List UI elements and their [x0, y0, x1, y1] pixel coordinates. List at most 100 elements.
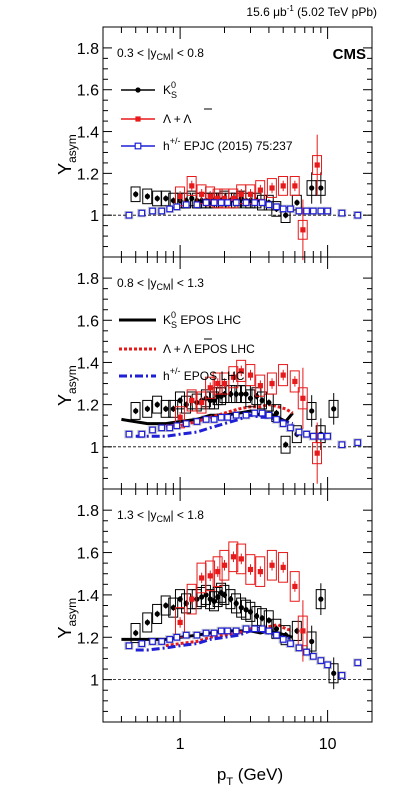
systematic-box	[245, 389, 256, 408]
y-tick-label: 1.8	[77, 41, 99, 58]
y-tick-label: 1	[90, 673, 99, 690]
hadron-marker	[193, 631, 201, 639]
y-axis-title-subscript: asym	[65, 134, 79, 163]
lambda-marker	[189, 596, 195, 602]
legend-label: h+/- EPJC (2015) 75:237	[163, 136, 293, 153]
hadron-marker	[279, 205, 287, 213]
systematic-box	[255, 556, 266, 587]
lambda-marker	[247, 372, 254, 378]
hadron-marker	[138, 640, 146, 648]
systematic-box	[196, 391, 207, 414]
kshort-marker	[228, 596, 234, 602]
kshort-marker	[318, 185, 324, 191]
hadron-marker	[295, 428, 303, 436]
rapidity-range-label: 1.3 < |yCM| < 1.8	[117, 508, 204, 524]
x-axis-title-unit: (GeV)	[233, 765, 283, 784]
y-tick-label: 1.6	[77, 83, 99, 100]
legend-label-main: Λ + Λ	[163, 112, 191, 126]
kshort-marker	[259, 615, 265, 621]
lambda-marker	[177, 414, 183, 420]
hadron-marker	[251, 199, 259, 207]
systematic-box	[186, 389, 197, 412]
systematic-box	[225, 589, 236, 610]
hadron-marker	[173, 203, 181, 211]
systematic-box	[205, 376, 216, 399]
x-axis-title: pT (GeV)	[217, 765, 283, 788]
luminosity-value: 15.6 μb	[246, 5, 287, 19]
lambda-marker	[247, 566, 254, 573]
legend-label-main: Λ + Λ	[163, 342, 191, 356]
rapidity-range-label: 0.8 < |yCM| < 1.3	[117, 276, 204, 292]
y-tick-label: 1	[90, 440, 99, 457]
hadron-marker	[202, 629, 210, 637]
systematic-box	[174, 589, 185, 610]
lambda-marker	[280, 372, 286, 378]
legend-label: Λ + Λ	[163, 112, 191, 126]
systematic-box	[130, 186, 141, 203]
legend-label-superscript: 0	[171, 310, 176, 320]
hadron-marker	[258, 199, 266, 207]
systematic-box	[208, 591, 219, 612]
hadron-marker	[232, 411, 240, 419]
legend-label-main: K	[163, 83, 171, 97]
rapidity-label-end: | < 0.8	[170, 46, 204, 60]
hadron-marker	[354, 439, 362, 446]
hadron-marker	[279, 635, 287, 643]
legend-label-main: h	[163, 139, 170, 153]
systematic-box	[186, 176, 197, 196]
legend-marker-hadron	[134, 142, 142, 150]
kshort-marker	[170, 197, 176, 204]
luminosity-unit-exponent: -1	[286, 4, 294, 13]
y-tick-label: 1.4	[77, 125, 99, 142]
cms-label: CMS	[333, 46, 366, 63]
hadron-marker	[338, 671, 346, 679]
hadron-marker	[224, 627, 232, 635]
hadron-marker	[338, 441, 346, 449]
hadron-marker	[149, 207, 156, 215]
kshort-marker	[133, 408, 139, 414]
lambda-marker	[280, 564, 286, 570]
y-tick-label: 1.8	[77, 271, 99, 288]
systematic-box	[160, 595, 171, 616]
lambda-marker	[207, 573, 213, 579]
lambda-marker	[280, 183, 286, 189]
hadron-marker	[166, 635, 174, 643]
kshort-marker	[203, 592, 209, 598]
kshort-marker	[253, 613, 260, 619]
hadron-marker	[303, 648, 310, 656]
hadron-marker	[173, 422, 181, 430]
hadron-marker	[295, 644, 303, 652]
lambda-marker	[221, 195, 228, 202]
hadron-marker	[158, 638, 166, 645]
hadron-marker	[317, 207, 325, 215]
legend-label-superscript: 0	[171, 80, 176, 90]
kshort-marker	[170, 605, 176, 611]
hadron-marker	[242, 411, 250, 419]
systematic-box	[219, 584, 230, 605]
kshort-marker	[294, 628, 300, 634]
y-tick-label: 1.2	[77, 398, 99, 415]
rapidity-range-label: 0.3 < |yCM| < 0.8	[117, 46, 204, 62]
legend-label-superscript: +/-	[170, 136, 181, 146]
kshort-marker	[283, 212, 289, 218]
legend-label-rest: EPJC (2015) 75:237	[180, 139, 292, 153]
hadron-marker	[217, 413, 225, 421]
hadron-marker	[182, 631, 190, 639]
lambda-marker	[238, 556, 244, 562]
kshort-marker	[133, 630, 139, 636]
kshort-marker	[331, 406, 337, 412]
lambda-marker	[314, 162, 320, 168]
kshort-marker	[133, 191, 139, 197]
hadron-marker	[295, 207, 303, 215]
hadron-marker	[265, 627, 273, 635]
hadron-marker	[166, 205, 174, 213]
y-tick-label: 1.6	[77, 313, 99, 330]
hadron-marker	[217, 199, 225, 207]
hadron-marker	[193, 418, 201, 425]
hadron-marker	[287, 640, 294, 648]
y-axis-title: Yasym	[55, 365, 79, 406]
systematic-box	[266, 549, 277, 581]
hadron-marker	[273, 631, 280, 639]
systematic-box	[208, 391, 219, 410]
hadron-marker	[138, 209, 146, 217]
